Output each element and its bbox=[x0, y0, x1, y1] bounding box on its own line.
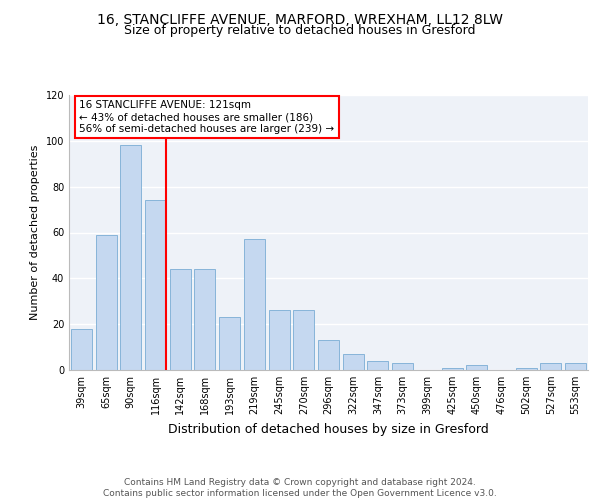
Bar bbox=[170, 269, 191, 370]
Bar bbox=[442, 368, 463, 370]
Bar bbox=[244, 240, 265, 370]
Text: 16 STANCLIFFE AVENUE: 121sqm
← 43% of detached houses are smaller (186)
56% of s: 16 STANCLIFFE AVENUE: 121sqm ← 43% of de… bbox=[79, 100, 335, 134]
Bar bbox=[343, 354, 364, 370]
Bar bbox=[194, 269, 215, 370]
Bar bbox=[120, 146, 141, 370]
Bar bbox=[466, 366, 487, 370]
Bar bbox=[71, 329, 92, 370]
Bar bbox=[318, 340, 339, 370]
Bar bbox=[516, 368, 537, 370]
Bar bbox=[145, 200, 166, 370]
Text: 16, STANCLIFFE AVENUE, MARFORD, WREXHAM, LL12 8LW: 16, STANCLIFFE AVENUE, MARFORD, WREXHAM,… bbox=[97, 12, 503, 26]
Text: Size of property relative to detached houses in Gresford: Size of property relative to detached ho… bbox=[124, 24, 476, 37]
Bar bbox=[95, 235, 116, 370]
X-axis label: Distribution of detached houses by size in Gresford: Distribution of detached houses by size … bbox=[168, 422, 489, 436]
Bar bbox=[367, 361, 388, 370]
Bar bbox=[293, 310, 314, 370]
Bar bbox=[269, 310, 290, 370]
Bar bbox=[565, 363, 586, 370]
Bar bbox=[219, 318, 240, 370]
Bar bbox=[541, 363, 562, 370]
Text: Contains HM Land Registry data © Crown copyright and database right 2024.
Contai: Contains HM Land Registry data © Crown c… bbox=[103, 478, 497, 498]
Y-axis label: Number of detached properties: Number of detached properties bbox=[30, 145, 40, 320]
Bar bbox=[392, 363, 413, 370]
